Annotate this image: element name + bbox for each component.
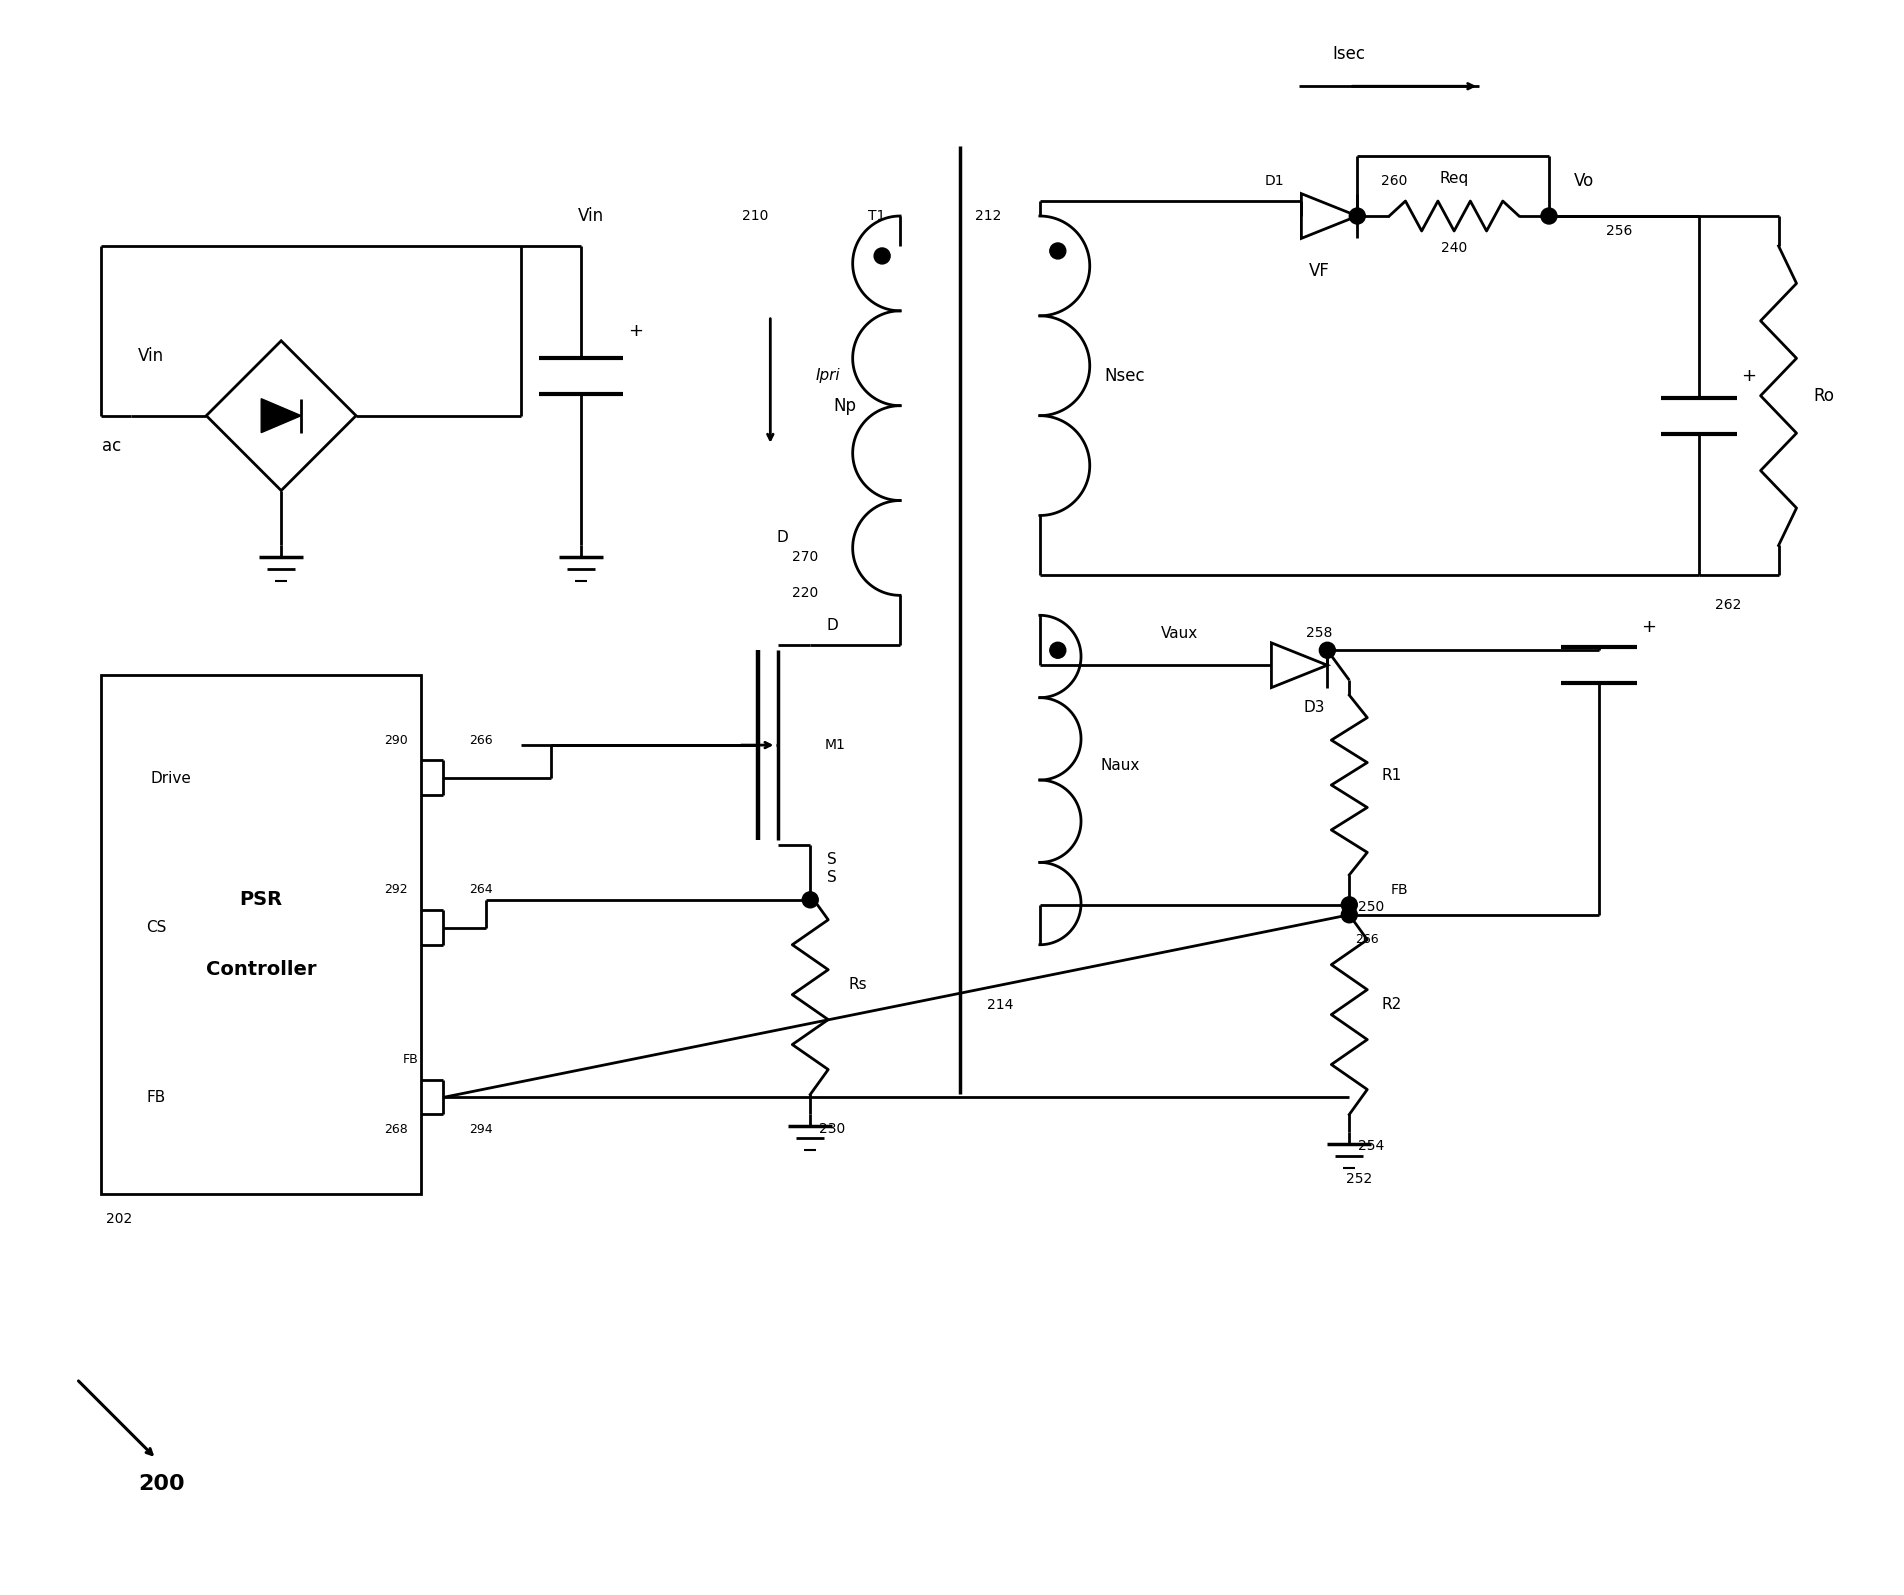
Text: Isec: Isec: [1333, 45, 1365, 64]
Circle shape: [802, 892, 819, 908]
Text: 220: 220: [792, 587, 819, 600]
Text: Np: Np: [834, 397, 857, 415]
Text: 266: 266: [468, 734, 493, 746]
Text: 294: 294: [468, 1123, 493, 1136]
Text: R1: R1: [1380, 767, 1401, 783]
Text: Drive: Drive: [150, 770, 192, 785]
Text: 250: 250: [1358, 900, 1384, 914]
Text: VF: VF: [1308, 262, 1329, 279]
Text: D3: D3: [1304, 700, 1325, 715]
Text: PSR: PSR: [240, 890, 284, 909]
Text: 258: 258: [1306, 627, 1333, 640]
Circle shape: [1350, 207, 1365, 223]
Text: R2: R2: [1380, 997, 1401, 1013]
Text: 200: 200: [139, 1474, 185, 1495]
Text: 252: 252: [1346, 1172, 1373, 1187]
Text: Nsec: Nsec: [1104, 367, 1144, 384]
Text: 264: 264: [468, 884, 493, 896]
Polygon shape: [261, 399, 301, 432]
Text: +: +: [1740, 367, 1755, 384]
Text: Naux: Naux: [1101, 758, 1139, 772]
Text: D: D: [777, 530, 788, 545]
Text: 254: 254: [1358, 1139, 1384, 1153]
Circle shape: [1340, 896, 1358, 912]
Text: CS: CS: [147, 920, 166, 935]
Text: 266: 266: [1356, 933, 1378, 946]
Circle shape: [1319, 643, 1335, 659]
Circle shape: [1540, 207, 1557, 223]
Text: D: D: [826, 617, 838, 633]
Text: ac: ac: [101, 437, 122, 455]
Text: 260: 260: [1380, 174, 1407, 188]
Text: 202: 202: [107, 1212, 133, 1227]
Text: FB: FB: [147, 1089, 166, 1105]
Text: +: +: [628, 322, 644, 340]
Text: 256: 256: [1605, 223, 1632, 238]
Text: Ro: Ro: [1813, 386, 1834, 405]
Text: 290: 290: [385, 734, 407, 746]
Text: 292: 292: [385, 884, 407, 896]
Text: +: +: [1641, 619, 1656, 636]
Text: 230: 230: [819, 1123, 845, 1136]
Text: S: S: [828, 852, 838, 868]
Text: FB: FB: [404, 1053, 419, 1065]
Text: Vin: Vin: [139, 346, 164, 365]
Text: Vaux: Vaux: [1161, 625, 1198, 641]
Text: Vin: Vin: [577, 207, 604, 225]
Text: 262: 262: [1716, 598, 1742, 612]
Circle shape: [1340, 908, 1358, 924]
Text: 270: 270: [792, 550, 819, 565]
Text: M1: M1: [824, 738, 845, 753]
Bar: [101, 675, 421, 1195]
Text: T1: T1: [868, 209, 885, 223]
Circle shape: [1049, 242, 1066, 258]
Text: Ipri: Ipri: [815, 368, 840, 383]
Text: Controller: Controller: [206, 960, 316, 979]
Text: Vo: Vo: [1575, 172, 1594, 190]
Text: 240: 240: [1441, 241, 1468, 255]
Text: Rs: Rs: [849, 978, 868, 992]
Text: 212: 212: [975, 209, 1002, 223]
Text: Req: Req: [1439, 171, 1468, 185]
Text: S: S: [828, 871, 838, 885]
Circle shape: [1049, 643, 1066, 659]
Text: 214: 214: [986, 997, 1013, 1011]
Text: FB: FB: [1390, 884, 1409, 896]
Circle shape: [874, 247, 889, 263]
Text: 210: 210: [743, 209, 769, 223]
Text: D1: D1: [1264, 174, 1285, 188]
Text: 268: 268: [385, 1123, 407, 1136]
